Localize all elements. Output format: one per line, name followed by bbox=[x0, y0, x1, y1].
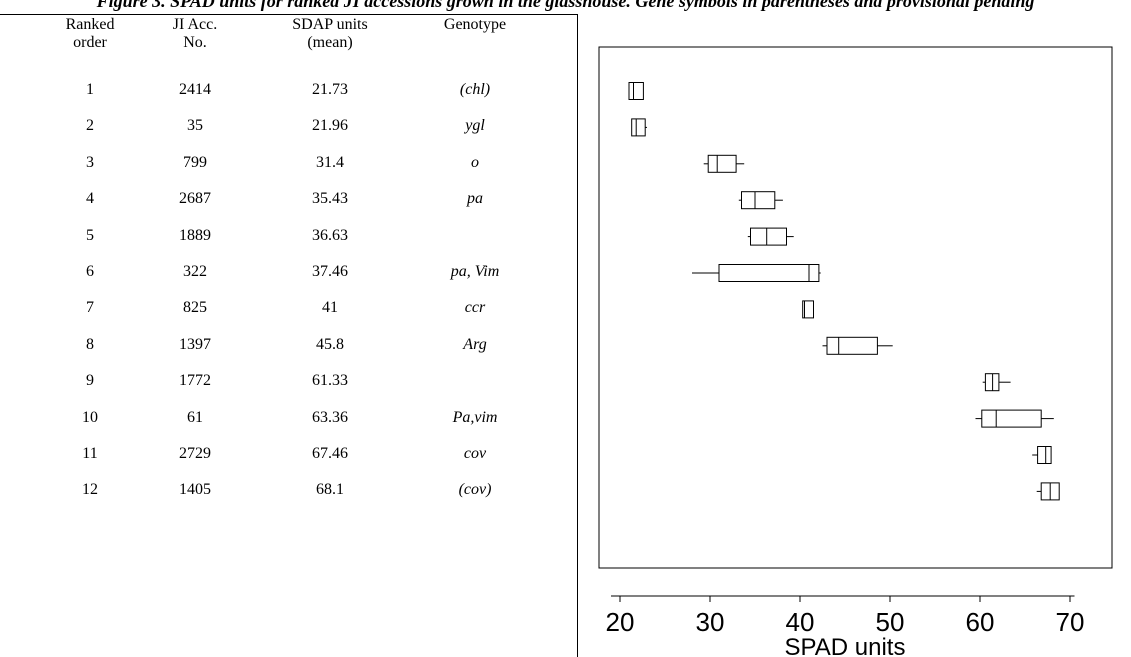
cell-rank: 3 bbox=[86, 153, 94, 171]
cell-acc-no: 1889 bbox=[179, 226, 211, 244]
box-4 bbox=[741, 191, 776, 210]
cell-mean: 21.73 bbox=[312, 81, 348, 98]
x-tick-label: 50 bbox=[876, 607, 905, 637]
box-2 bbox=[631, 118, 646, 137]
x-axis-title: SPAD units bbox=[785, 634, 906, 657]
cell-rank: 10 bbox=[82, 408, 98, 426]
header-ranked-order: Ranked order bbox=[65, 16, 115, 51]
cell-rank: 12 bbox=[82, 481, 98, 499]
cell-acc-no: 61 bbox=[187, 408, 203, 426]
cell-acc-no: 35 bbox=[187, 117, 203, 135]
cell-mean: 31.4 bbox=[316, 153, 344, 171]
cell-acc-no: 1397 bbox=[179, 335, 211, 353]
header-ji-acc-no: JI Acc. No. bbox=[172, 16, 218, 51]
cell-rank: 1 bbox=[86, 81, 94, 98]
cell-acc-no: 2687 bbox=[179, 190, 211, 208]
box-3 bbox=[707, 154, 737, 173]
cell-genotype: ygl bbox=[465, 117, 485, 135]
cell-rank: 4 bbox=[86, 190, 94, 208]
figure-caption: Figure 3. SPAD units for ranked JI acces… bbox=[96, 0, 1035, 11]
cell-mean: 67.46 bbox=[312, 445, 348, 462]
header-sdap-units-mean: SDAP units (mean) bbox=[292, 16, 368, 51]
cell-genotype: cov bbox=[463, 445, 487, 462]
cell-acc-no: 2414 bbox=[179, 81, 211, 98]
header-genotype: Genotype bbox=[443, 16, 507, 33]
cell-mean: 37.46 bbox=[312, 263, 348, 280]
box-8 bbox=[826, 336, 878, 355]
cell-acc-no: 825 bbox=[183, 299, 207, 317]
table-chart-divider bbox=[577, 14, 578, 657]
cell-rank: 9 bbox=[86, 372, 94, 390]
x-tick-label: 30 bbox=[696, 607, 725, 637]
cell-genotype: pa, Vim bbox=[450, 263, 500, 280]
cell-mean: 45.8 bbox=[316, 335, 344, 353]
cell-rank: 2 bbox=[86, 117, 94, 135]
cell-acc-no: 1772 bbox=[179, 372, 211, 390]
cell-rank: 11 bbox=[82, 445, 98, 462]
cell-mean: 68.1 bbox=[316, 481, 344, 499]
cell-genotype: Pa,vim bbox=[452, 408, 498, 426]
cell-mean: 61.33 bbox=[312, 372, 348, 390]
cell-genotype: (cov) bbox=[458, 481, 492, 499]
x-tick-label: 20 bbox=[606, 607, 635, 637]
cell-acc-no: 799 bbox=[183, 153, 207, 171]
x-tick-label: 40 bbox=[786, 607, 815, 637]
cell-acc-no: 1405 bbox=[179, 481, 211, 499]
cell-rank: 7 bbox=[86, 299, 94, 317]
x-tick-label: 70 bbox=[1056, 607, 1085, 637]
cell-mean: 35.43 bbox=[312, 190, 348, 208]
box-11 bbox=[1037, 446, 1052, 464]
box-6 bbox=[718, 264, 820, 282]
table-top-rule bbox=[0, 14, 578, 15]
box-5 bbox=[750, 227, 787, 246]
cell-mean: 63.36 bbox=[312, 408, 348, 426]
cell-rank: 8 bbox=[86, 335, 94, 353]
box-7 bbox=[802, 300, 815, 319]
cell-acc-no: 2729 bbox=[179, 445, 211, 462]
plot-frame bbox=[598, 46, 1113, 569]
box-10 bbox=[981, 409, 1042, 428]
cell-rank: 5 bbox=[86, 226, 94, 244]
cell-rank: 6 bbox=[86, 263, 94, 280]
cell-mean: 41 bbox=[322, 299, 338, 317]
cell-genotype: (chl) bbox=[459, 81, 491, 98]
box-1 bbox=[628, 82, 644, 100]
cell-acc-no: 322 bbox=[183, 263, 207, 280]
cell-genotype: Arg bbox=[463, 335, 487, 353]
cell-genotype: ccr bbox=[464, 299, 486, 317]
cell-genotype: o bbox=[471, 153, 479, 171]
cell-mean: 21.96 bbox=[312, 117, 348, 135]
cell-mean: 36.63 bbox=[312, 226, 348, 244]
cell-genotype: pa bbox=[467, 190, 483, 208]
x-tick-label: 60 bbox=[966, 607, 995, 637]
